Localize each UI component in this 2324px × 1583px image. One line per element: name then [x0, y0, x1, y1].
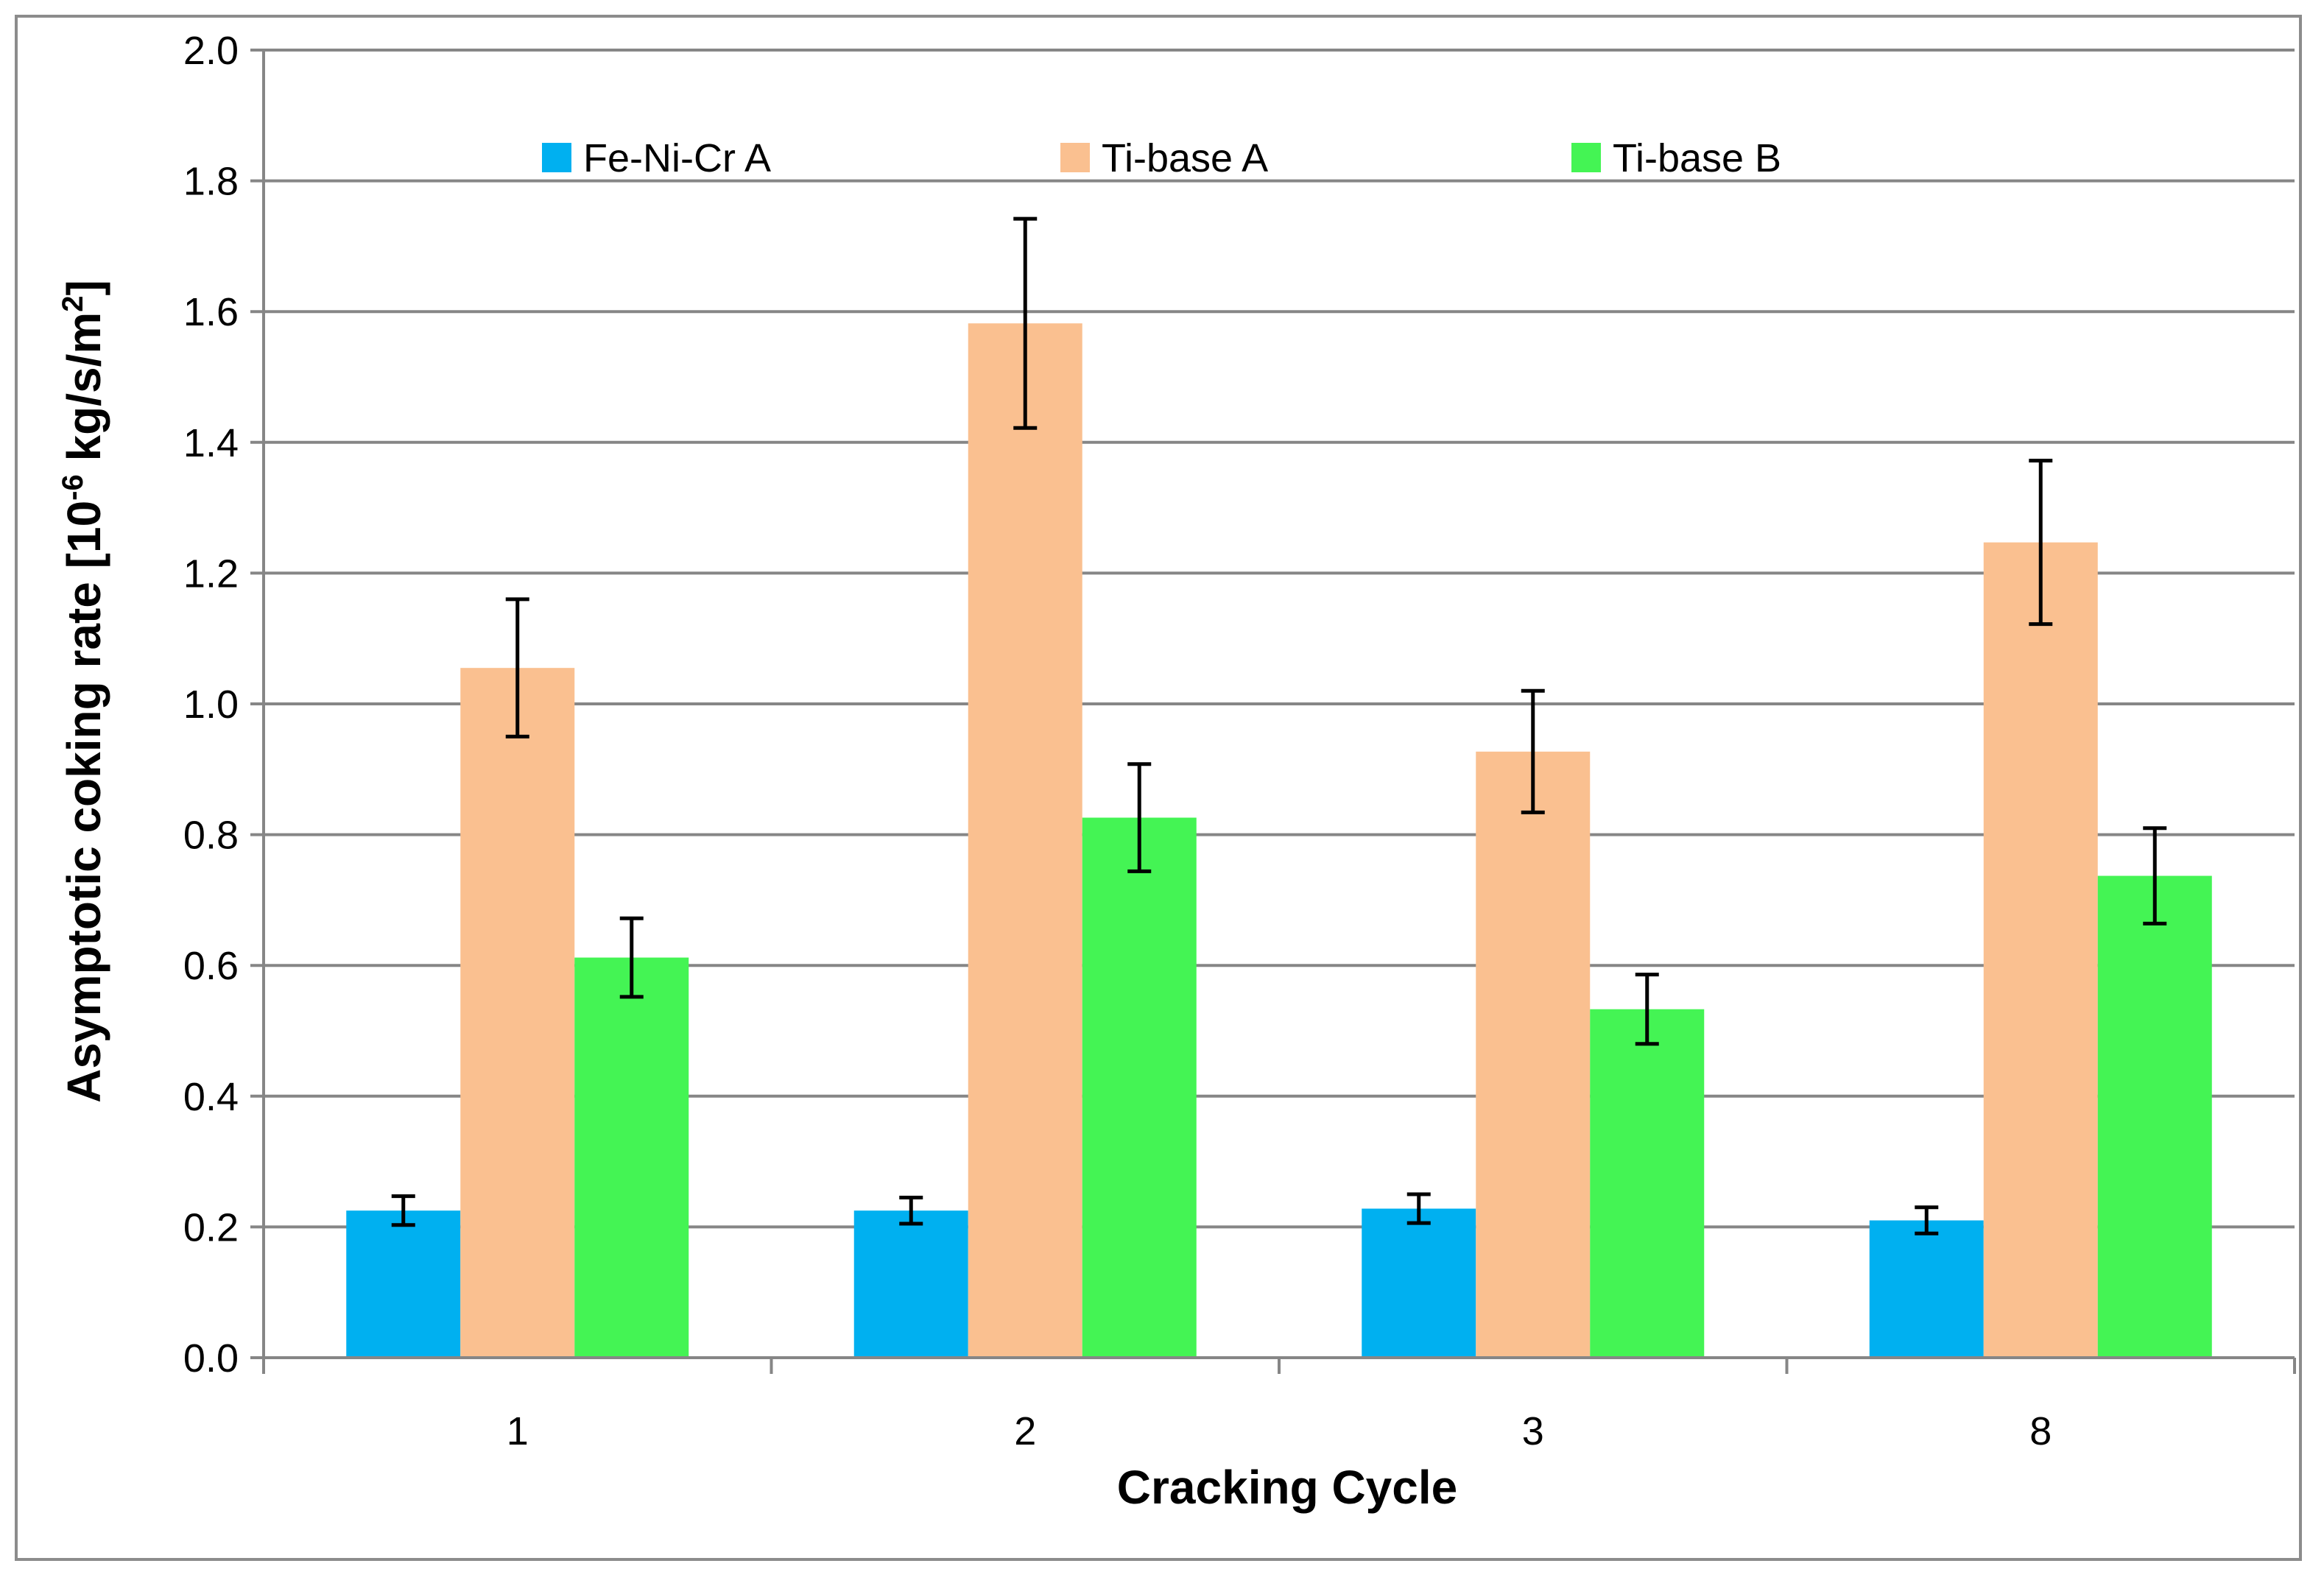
- y-axis-title-unit-exponent: 2: [57, 295, 89, 311]
- error-bars: [391, 216, 2167, 1235]
- bar-ti-base-a-cycle-3: [1476, 751, 1591, 1358]
- bar-fe-ni-cr-a-cycle-8: [1869, 1220, 1984, 1358]
- y-tick-label: 0.6: [183, 944, 239, 988]
- x-axis-title: Cracking Cycle: [1117, 1461, 1457, 1514]
- legend: Fe-Ni-Cr A Ti-base A Ti-base B: [542, 136, 1781, 180]
- bar-fe-ni-cr-a-cycle-2: [853, 1210, 968, 1358]
- y-tick-label: 0.8: [183, 814, 239, 858]
- legend-label-ti-base-a: Ti-base A: [1102, 136, 1268, 180]
- bar-ti-base-a-cycle-8: [1983, 542, 2098, 1358]
- bar-ti-base-a-cycle-2: [968, 323, 1082, 1358]
- y-tick-label: 1.8: [183, 160, 239, 204]
- bar-ti-base-b-cycle-8: [2097, 875, 2212, 1358]
- legend-label-ti-base-b: Ti-base B: [1613, 136, 1781, 180]
- y-tick-label: 1.0: [183, 683, 239, 727]
- bars: [346, 323, 2212, 1358]
- y-axis-title-exponent: -6: [57, 474, 89, 501]
- y-tick-label: 0.0: [183, 1336, 239, 1381]
- y-axis-title-prefix: Asymptotic coking rate [10: [57, 501, 110, 1103]
- legend-label-fe-ni-cr-a: Fe-Ni-Cr A: [583, 136, 771, 180]
- bar-ti-base-b-cycle-3: [1590, 1009, 1705, 1358]
- y-tick-label: 1.2: [183, 551, 239, 596]
- bar-ti-base-b-cycle-1: [574, 957, 689, 1358]
- bar-fe-ni-cr-a-cycle-1: [346, 1210, 461, 1358]
- x-tick-label: 1: [507, 1409, 529, 1453]
- y-axis-title-middle: kg/s/m: [57, 312, 110, 475]
- x-tick-label: 3: [1522, 1409, 1544, 1453]
- bar-ti-base-a-cycle-1: [460, 668, 575, 1358]
- legend-swatch-ti-base-a: [1060, 143, 1090, 172]
- legend-swatch-fe-ni-cr-a: [542, 143, 571, 172]
- y-tick-label: 0.2: [183, 1205, 239, 1249]
- x-tick-label: 2: [1014, 1409, 1036, 1453]
- y-tick-label: 2.0: [183, 29, 239, 73]
- y-tick-label: 0.4: [183, 1075, 239, 1119]
- bar-ti-base-b-cycle-2: [1082, 817, 1197, 1358]
- y-axis-title-suffix: ]: [57, 280, 110, 295]
- bar-chart: 0.0 0.2 0.4 0.6 0.8 1.0 1.2 1.4 1.6 1.8 2.0 1 2 3 8 Fe…: [57, 29, 2296, 1514]
- y-axis-title: Asymptotic coking rate [10-6 kg/s/m2]: [57, 280, 110, 1103]
- bar-fe-ni-cr-a-cycle-3: [1362, 1208, 1476, 1358]
- y-tick-label: 1.4: [183, 421, 239, 465]
- chart-frame: 0.0 0.2 0.4 0.6 0.8 1.0 1.2 1.4 1.6 1.8 2.0 1 2 3 8 Fe…: [15, 15, 2302, 1561]
- y-tick-label: 1.6: [183, 290, 239, 334]
- legend-swatch-ti-base-b: [1571, 143, 1601, 172]
- axes: 0.0 0.2 0.4 0.6 0.8 1.0 1.2 1.4 1.6 1.8 2.0 1 2 3 8: [183, 29, 2296, 1453]
- x-tick-label: 8: [2029, 1409, 2052, 1453]
